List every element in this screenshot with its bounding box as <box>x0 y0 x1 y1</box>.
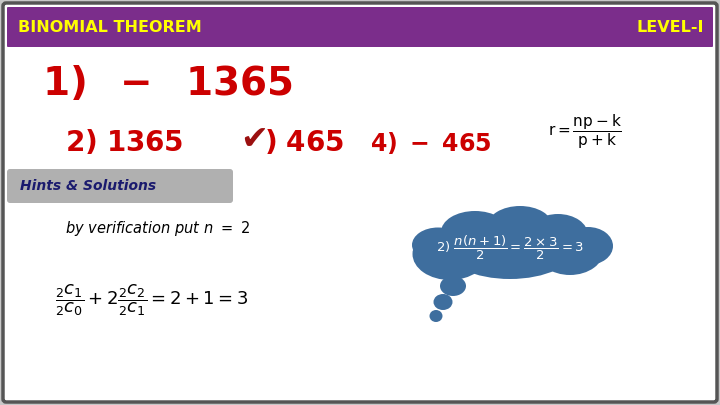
Ellipse shape <box>536 225 604 275</box>
Ellipse shape <box>445 217 575 279</box>
Text: ✔: ✔ <box>240 124 268 156</box>
Text: $\mathit{by\ verification\ put\ n\ =\ 2}$: $\mathit{by\ verification\ put\ n\ =\ 2}… <box>65 219 250 237</box>
Ellipse shape <box>433 294 452 310</box>
Text: LEVEL-I: LEVEL-I <box>636 19 704 34</box>
Text: $\bf{1)\ \ -\ \ 1365}$: $\bf{1)\ \ -\ \ 1365}$ <box>42 64 292 102</box>
Text: $\bf{2)\ 1365}$: $\bf{2)\ 1365}$ <box>65 128 184 158</box>
Text: $\dfrac{{}_{2}c_{1}}{{}_{2}c_{0}} + 2\dfrac{{}_{2}c_{2}}{{}_{2}c_{1}} = 2 + 1 = : $\dfrac{{}_{2}c_{1}}{{}_{2}c_{0}} + 2\df… <box>55 282 248 318</box>
Ellipse shape <box>412 228 464 262</box>
Ellipse shape <box>441 211 509 253</box>
Text: $2)\ \dfrac{n(n+1)}{2} = \dfrac{2\times3}{2} = 3$: $2)\ \dfrac{n(n+1)}{2} = \dfrac{2\times3… <box>436 234 584 262</box>
Text: BINOMIAL THEOREM: BINOMIAL THEOREM <box>18 19 202 34</box>
Text: $\bf{)\ 465}$: $\bf{)\ 465}$ <box>264 128 344 158</box>
Ellipse shape <box>563 227 613 265</box>
Ellipse shape <box>528 214 588 256</box>
Ellipse shape <box>413 228 487 280</box>
FancyBboxPatch shape <box>7 7 713 47</box>
Text: Hints & Solutions: Hints & Solutions <box>20 179 156 193</box>
Text: $\bf{4)\ -\ 465}$: $\bf{4)\ -\ 465}$ <box>370 130 491 156</box>
FancyBboxPatch shape <box>3 3 717 402</box>
Ellipse shape <box>430 310 443 322</box>
FancyBboxPatch shape <box>7 169 233 203</box>
Ellipse shape <box>440 276 466 296</box>
Text: $\mathrm{r} = \dfrac{\mathrm{np}-\mathrm{k}}{\mathrm{p}+\mathrm{k}}$: $\mathrm{r} = \dfrac{\mathrm{np}-\mathrm… <box>548 113 622 151</box>
Ellipse shape <box>487 206 552 246</box>
